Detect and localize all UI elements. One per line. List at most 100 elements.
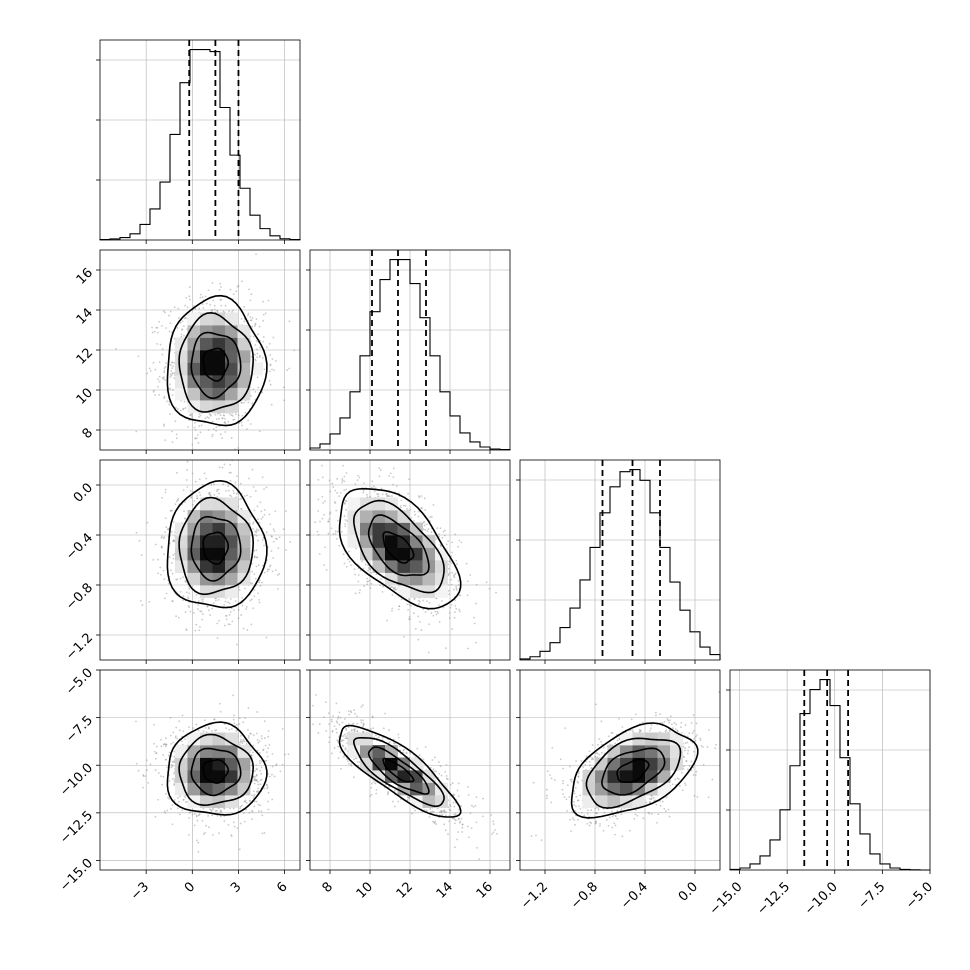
density-cell: [372, 560, 386, 573]
sample-point: [441, 810, 444, 813]
density-cell: [175, 757, 188, 771]
sample-point: [580, 811, 583, 814]
sample-point: [236, 475, 238, 478]
sample-point: [332, 715, 334, 718]
sample-point: [398, 605, 401, 608]
sample-point: [453, 576, 456, 578]
sample-point: [684, 784, 687, 787]
sample-point: [169, 387, 172, 390]
sample-point: [439, 527, 442, 530]
density-cell: [360, 757, 373, 771]
density-cell: [360, 510, 373, 523]
sample-point: [438, 533, 440, 536]
sample-point: [397, 736, 400, 739]
sample-point: [338, 723, 341, 726]
sample-point: [338, 544, 341, 547]
sample-point: [428, 601, 431, 604]
sample-point: [371, 716, 374, 719]
sample-point: [155, 752, 158, 755]
sample-point: [156, 342, 158, 345]
sample-point: [191, 813, 194, 816]
sample-point: [344, 748, 347, 751]
density-cell: [225, 510, 238, 523]
sample-point: [373, 490, 376, 493]
sample-point: [454, 611, 456, 614]
density-cell: [212, 362, 226, 376]
density-cell: [397, 510, 411, 523]
density-cell: [620, 770, 633, 783]
sample-point: [321, 517, 324, 520]
density-cell: [385, 510, 398, 523]
sample-point: [249, 319, 252, 322]
density-cell: [212, 350, 226, 363]
sample-point: [407, 492, 409, 495]
sample-point: [459, 594, 462, 597]
sample-point: [256, 749, 259, 752]
sample-point: [357, 474, 359, 477]
sample-point: [228, 728, 230, 731]
sample-point: [488, 587, 491, 590]
sample-point: [402, 749, 405, 752]
sample-point: [242, 721, 245, 724]
sample-point: [251, 317, 254, 319]
sample-point: [225, 727, 228, 730]
sample-point: [457, 580, 460, 582]
pair-panel-2-1: [306, 459, 511, 664]
density-cell: [225, 387, 238, 401]
sample-point: [353, 568, 356, 571]
sample-point: [612, 814, 615, 816]
sample-point: [148, 600, 151, 603]
sample-point: [648, 812, 651, 815]
sample-point: [257, 790, 260, 793]
sample-point: [237, 414, 240, 417]
sample-point: [385, 493, 388, 496]
sample-point: [414, 513, 417, 516]
sample-point: [247, 314, 249, 317]
sample-point: [343, 489, 346, 492]
pair-frame: [99, 459, 301, 661]
sample-point: [144, 775, 147, 778]
sample-point: [595, 820, 598, 823]
density-cell: [212, 497, 226, 511]
sample-point: [242, 627, 245, 630]
sample-point: [171, 572, 174, 575]
sample-point: [155, 326, 158, 329]
sample-point: [194, 429, 197, 431]
sample-point: [269, 523, 272, 526]
sample-point: [201, 296, 204, 299]
sample-point: [211, 433, 214, 436]
sample-point: [211, 420, 214, 423]
sample-point: [238, 743, 241, 746]
sample-point: [251, 754, 253, 757]
sample-point: [229, 623, 231, 626]
sample-point: [171, 600, 174, 603]
sample-point: [233, 821, 235, 824]
sample-point: [596, 752, 599, 755]
sample-point: [223, 603, 226, 606]
x-tick-label: −3: [128, 879, 152, 903]
sample-point: [174, 420, 177, 423]
sample-point: [165, 592, 168, 595]
sample-point: [249, 316, 252, 319]
sample-point: [204, 417, 207, 420]
sample-point: [163, 810, 166, 813]
sample-point: [425, 523, 428, 526]
density-cell: [175, 535, 188, 548]
sample-point: [219, 815, 222, 818]
sample-point: [190, 413, 193, 415]
sample-point: [273, 530, 276, 533]
sample-point: [198, 307, 201, 310]
sample-point: [335, 509, 338, 512]
sample-point: [695, 770, 698, 773]
sample-point: [173, 377, 176, 380]
sample-point: [247, 707, 250, 709]
sample-point: [161, 353, 164, 356]
sample-point: [196, 839, 198, 842]
sample-point: [177, 616, 180, 619]
sample-point: [347, 763, 350, 765]
density-cell: [200, 325, 213, 338]
sample-point: [363, 723, 365, 726]
sample-point: [195, 815, 198, 818]
sample-point: [229, 288, 232, 291]
sample-point: [260, 772, 263, 775]
